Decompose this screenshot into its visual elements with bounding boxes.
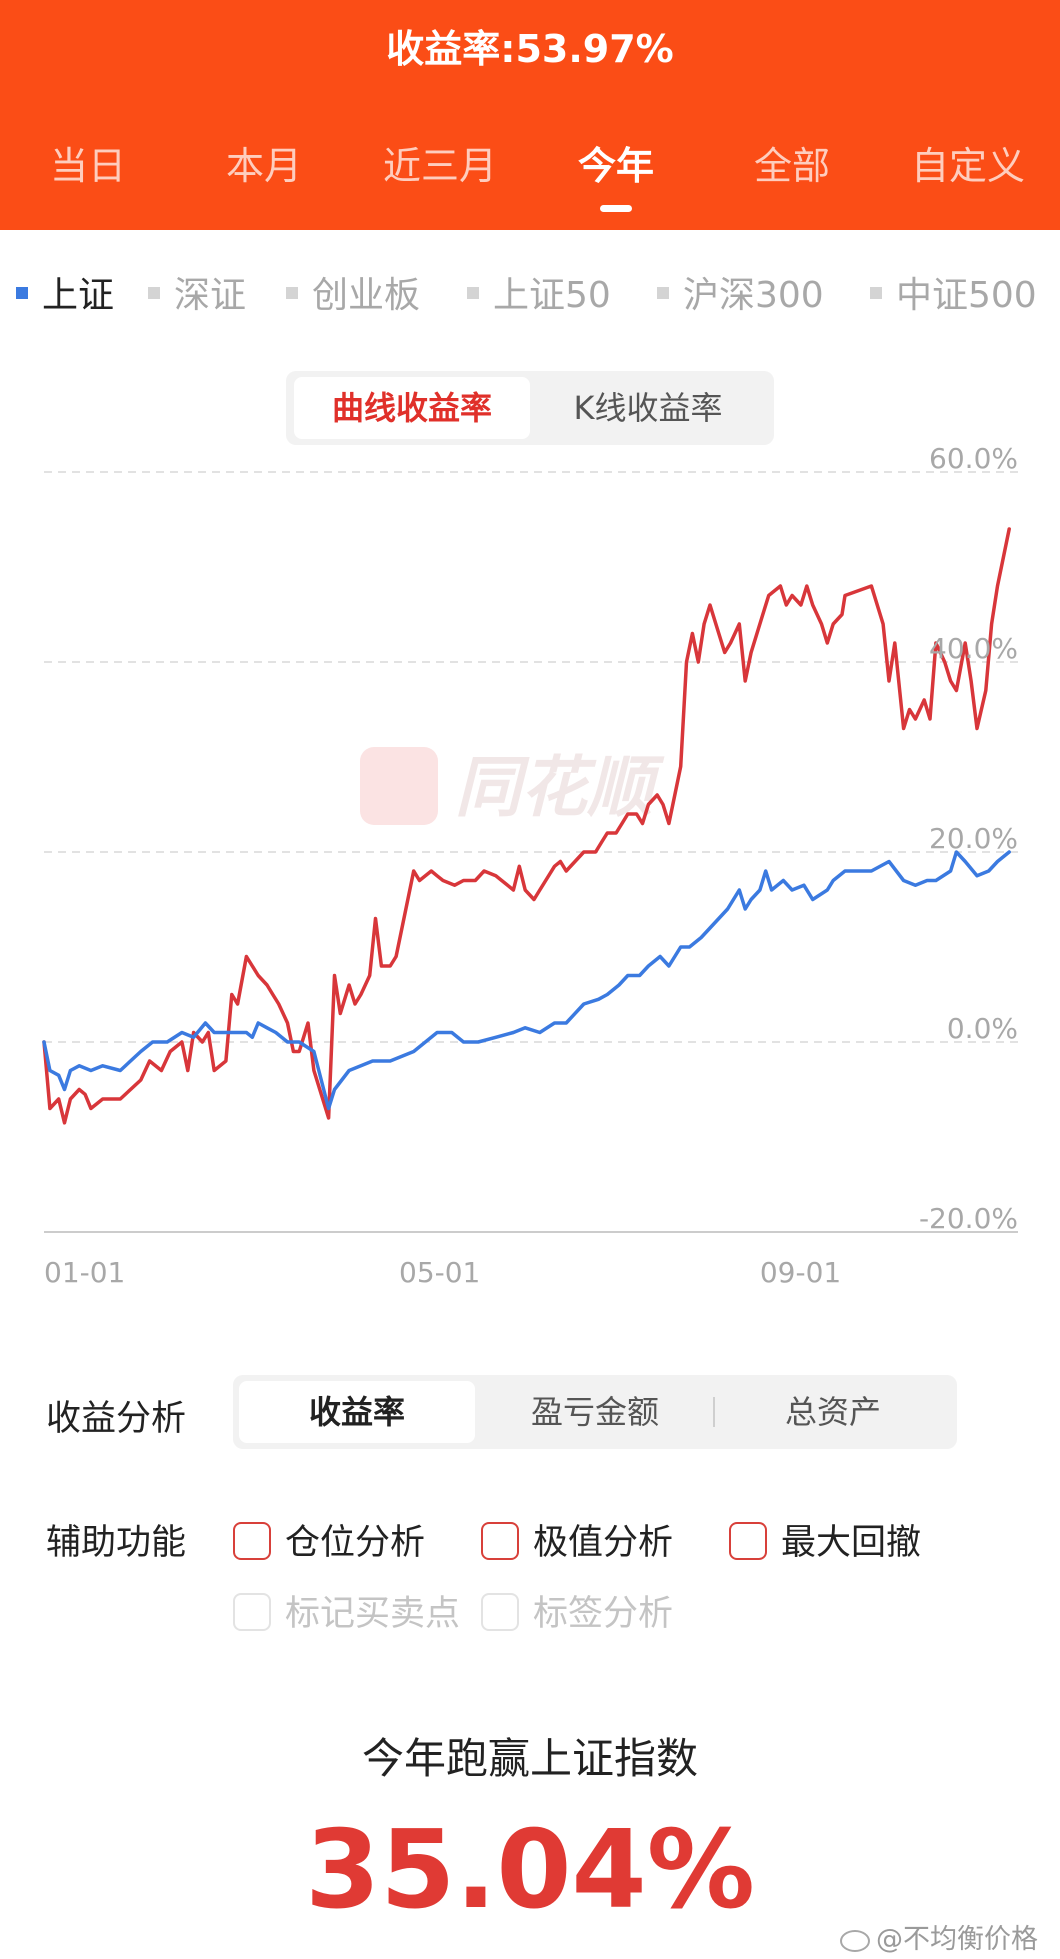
index-tab-csi300[interactable]: 沪深300 [657,266,824,318]
checkbox-icon [481,1593,519,1631]
index-tab-chinext[interactable]: 创业板 [286,266,420,318]
pnl-amount-option[interactable]: 盈亏金额 [530,1393,659,1431]
index-tab-shanghai[interactable]: 上证 [16,266,114,318]
kline-return-option[interactable]: K线收益率 [573,389,723,427]
index-return-line [42,850,1011,1111]
watermark-logo-icon [360,747,438,825]
x-axis-labels: 01-01 05-01 09-01 [44,1256,841,1289]
aux-label: 辅助功能 [46,1523,187,1563]
checkbox-label: 极值分析 [533,1523,674,1563]
weibo-icon [840,1929,870,1952]
analysis-label: 收益分析 [46,1399,187,1439]
index-tab-csi500[interactable]: 中证500 [870,266,1037,318]
analysis-toggle: 收益率 盈亏金额 总资产 [233,1375,957,1449]
return-rate-option[interactable]: 收益率 [239,1381,475,1443]
y-axis-labels: 60.0% 40.0% 20.0% 0.0% -20.0% [919,442,1018,1235]
y-tick-label: -20.0% [919,1202,1018,1235]
index-tab-label: 深证 [174,275,247,316]
watermark-text: @不均衡价格 [876,1924,1038,1955]
beat-index-title: 今年跑赢上证指数 [361,1734,698,1783]
curve-return-option[interactable]: 曲线收益率 [294,377,530,439]
tab-three-months[interactable]: 近三月 [382,144,497,188]
total-assets-option[interactable]: 总资产 [784,1393,881,1431]
y-tick-label: 40.0% [929,632,1018,665]
index-tab-label: 中证500 [896,275,1037,316]
index-tab-label: 创业板 [312,275,421,316]
x-tick-label: 09-01 [760,1256,841,1289]
divider [713,1397,715,1427]
tab-custom[interactable]: 自定义 [910,144,1025,188]
index-tabs: 上证 深证 创业板 上证50 沪深300 中证500 [0,266,1060,322]
chart-grid [44,471,1018,1233]
header-bar: 收益率:53.97% 当日 本月 近三月 今年 全部 自定义 [0,0,1060,230]
y-tick-label: 0.0% [947,1012,1018,1045]
checkbox-label: 标记买卖点 [285,1594,461,1634]
chart-mode-toggle: 曲线收益率 K线收益率 [286,371,774,445]
index-tab-shenzhen[interactable]: 深证 [148,266,246,318]
tab-all[interactable]: 全部 [753,144,830,188]
max-drawdown-checkbox[interactable]: 最大回撤 [729,1514,921,1565]
x-tick-label: 05-01 [399,1256,480,1289]
chart-lines [42,527,1011,1125]
tab-today[interactable]: 当日 [49,144,126,188]
position-analysis-checkbox[interactable]: 仓位分析 [233,1514,425,1565]
period-tabs: 当日 本月 近三月 今年 全部 自定义 [0,135,1060,195]
checkbox-label: 仓位分析 [285,1523,426,1563]
legend-square-icon [657,287,669,299]
portfolio-return-line [42,527,1011,1125]
index-tab-label: 上证 [42,275,115,316]
checkbox-label: 标签分析 [533,1594,674,1634]
index-tab-label: 沪深300 [683,275,824,316]
return-chart: 同花顺 60.0% 40.0% 20.0% 0.0% -20.0% 01-01 05-01… [42,442,1018,1289]
tag-analysis-checkbox[interactable]: 标签分析 [481,1585,673,1636]
index-tab-sse50[interactable]: 上证50 [467,266,611,318]
checkbox-icon [729,1522,767,1560]
extreme-analysis-checkbox[interactable]: 极值分析 [481,1514,673,1565]
y-tick-label: 60.0% [929,442,1018,475]
weibo-watermark: @不均衡价格 [840,1917,1038,1956]
y-tick-label: 20.0% [929,822,1018,855]
legend-square-icon [16,287,28,299]
legend-square-icon [286,287,298,299]
beat-index-value: 35.04% [305,1808,755,1933]
index-tab-label: 上证50 [493,275,611,316]
checkbox-icon [481,1522,519,1560]
x-tick-label: 01-01 [44,1256,125,1289]
legend-square-icon [148,287,160,299]
total-return-title: 收益率:53.97% [386,27,674,71]
active-tab-indicator [600,205,632,212]
checkbox-icon [233,1593,271,1631]
legend-square-icon [467,287,479,299]
checkbox-icon [233,1522,271,1560]
tab-this-month[interactable]: 本月 [225,144,302,188]
legend-square-icon [870,287,882,299]
chart-watermark: 同花顺 [360,747,665,826]
tab-this-year[interactable]: 今年 [577,144,654,188]
checkbox-label: 最大回撤 [781,1523,922,1563]
mark-trades-checkbox[interactable]: 标记买卖点 [233,1585,460,1636]
